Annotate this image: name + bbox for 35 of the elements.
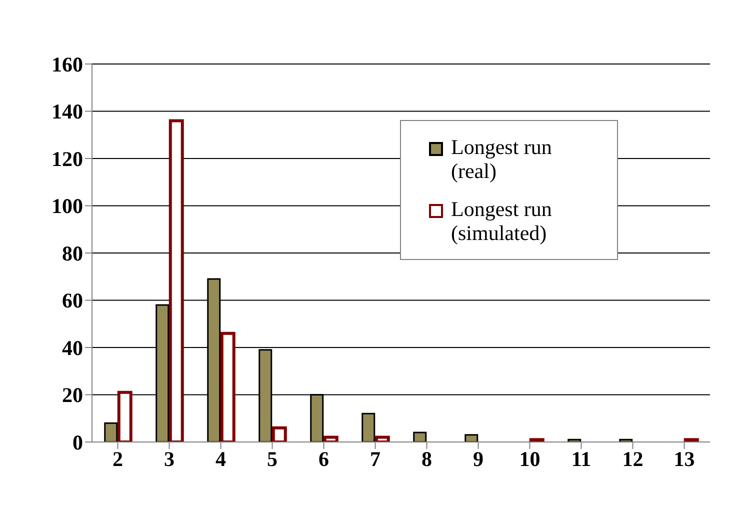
x-tick-label: 5 <box>267 446 278 471</box>
bar <box>413 432 427 442</box>
x-tick-label: 7 <box>370 446 380 471</box>
x-tick-label: 3 <box>164 446 174 471</box>
x-tick-label: 6 <box>318 446 329 471</box>
y-tick-label: 20 <box>62 383 83 408</box>
y-tick-label: 40 <box>62 336 83 360</box>
bar <box>374 436 390 442</box>
y-tick-label: 140 <box>52 100 83 124</box>
bar <box>529 438 544 442</box>
y-tick-label: 100 <box>52 194 83 218</box>
x-tick-label: 8 <box>422 446 432 471</box>
y-tick-label: 0 <box>72 430 83 454</box>
y-tick-label: 60 <box>62 288 83 313</box>
y-tick-label: 160 <box>52 52 83 76</box>
x-tick-label: 11 <box>571 446 592 471</box>
bar <box>464 434 478 442</box>
x-tick-label: 13 <box>674 446 695 471</box>
x-tick-label: 4 <box>216 446 226 471</box>
y-tick-label: 80 <box>62 241 83 266</box>
x-tick-label: 12 <box>622 446 644 471</box>
bar <box>168 119 184 442</box>
bar <box>220 332 236 442</box>
bar <box>684 438 699 442</box>
legend-label: Longest run (real) <box>451 135 553 183</box>
bar <box>117 390 132 442</box>
x-tick-label: 2 <box>112 446 123 471</box>
legend-label: Longest run (simulated) <box>451 197 553 245</box>
bar <box>104 422 118 442</box>
x-tick-label: 10 <box>519 446 540 471</box>
x-tick-label: 9 <box>473 446 484 471</box>
bar <box>323 436 338 442</box>
y-tick-label: 120 <box>52 146 83 171</box>
bar <box>272 426 287 442</box>
bar <box>362 412 376 442</box>
